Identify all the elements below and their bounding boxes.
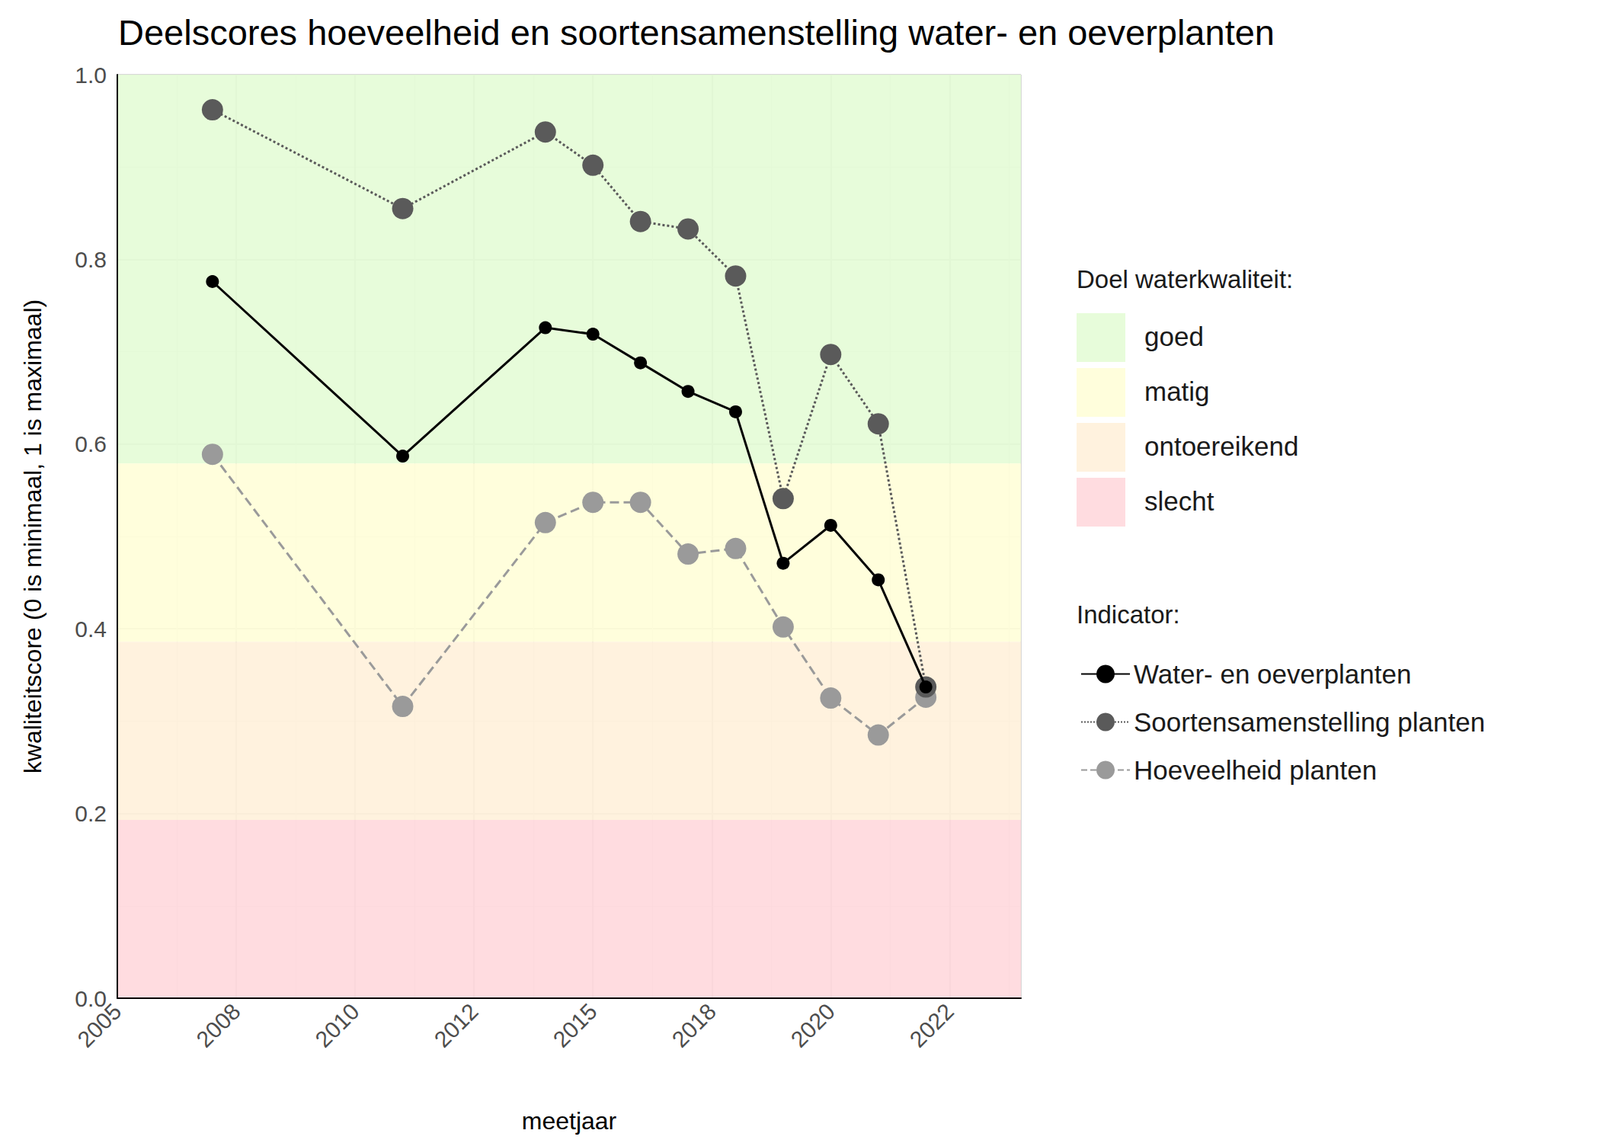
svg-text:0.0: 0.0: [74, 985, 107, 1011]
svg-text:0.6: 0.6: [74, 431, 107, 457]
svg-text:2020: 2020: [785, 998, 840, 1053]
svg-text:Deelscores hoeveelheid en soor: Deelscores hoeveelheid en soortensamenst…: [118, 12, 1275, 53]
svg-text:slecht: slecht: [1144, 486, 1215, 516]
svg-text:2015: 2015: [547, 998, 602, 1053]
svg-text:1.0: 1.0: [74, 62, 107, 88]
svg-text:2008: 2008: [191, 998, 246, 1053]
svg-text:goed: goed: [1144, 321, 1204, 352]
svg-text:Soortensamenstelling planten: Soortensamenstelling planten: [1133, 707, 1485, 737]
svg-text:0.4: 0.4: [74, 616, 107, 642]
svg-text:Doel waterkwaliteit:: Doel waterkwaliteit:: [1076, 265, 1293, 294]
svg-text:0.2: 0.2: [74, 800, 107, 826]
svg-text:2022: 2022: [905, 998, 960, 1053]
svg-text:2010: 2010: [310, 998, 365, 1053]
svg-text:Indicator:: Indicator:: [1076, 600, 1181, 629]
svg-text:2018: 2018: [666, 998, 721, 1053]
svg-text:2005: 2005: [72, 998, 127, 1053]
svg-text:ontoereikend: ontoereikend: [1144, 431, 1299, 461]
svg-text:matig: matig: [1144, 376, 1210, 407]
svg-text:Hoeveelheid planten: Hoeveelheid planten: [1133, 755, 1377, 785]
svg-text:0.8: 0.8: [74, 246, 107, 272]
svg-text:2012: 2012: [428, 998, 484, 1053]
svg-text:kwaliteitscore (0 is minimaal,: kwaliteitscore (0 is minimaal, 1 is maxi…: [19, 299, 47, 774]
svg-text:meetjaar: meetjaar: [521, 1107, 618, 1135]
svg-text:Water- en oeverplanten: Water- en oeverplanten: [1133, 659, 1412, 689]
